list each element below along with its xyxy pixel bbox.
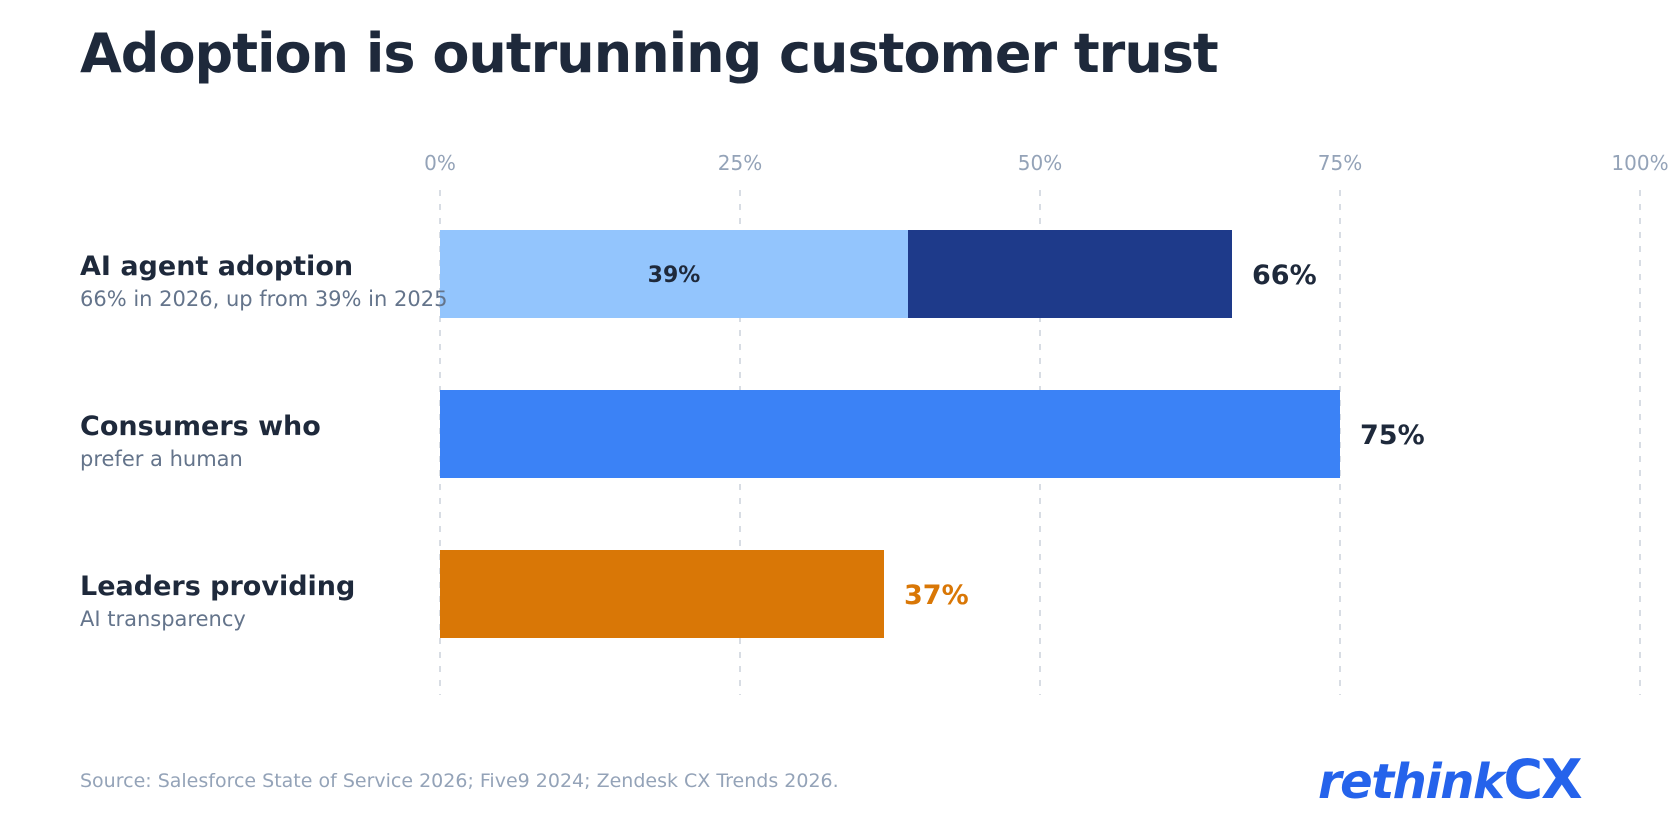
bar-value-label: 75%: [1360, 420, 1425, 451]
bar-segment: [440, 230, 908, 318]
bar-segment: [440, 550, 884, 638]
row-title: AI agent adoption: [80, 251, 354, 282]
row-label-leaders: Leaders providing AI transparency: [80, 570, 355, 634]
row-subtitle: prefer a human: [80, 447, 243, 471]
x-tick-label: 50%: [1018, 151, 1062, 175]
row-subtitle: AI transparency: [80, 607, 246, 631]
bar-segment: [908, 230, 1232, 318]
bar-value-label: 37%: [904, 580, 969, 611]
x-tick-label: 25%: [718, 151, 762, 175]
chart-title: Adoption is outrunning customer trust: [80, 22, 1219, 85]
x-tick-label: 100%: [1611, 151, 1668, 175]
row-title: Leaders providing: [80, 571, 356, 602]
bar-segment: [440, 390, 1340, 478]
x-tick-label: 75%: [1318, 151, 1362, 175]
x-tick-label: 0%: [424, 151, 456, 175]
segment-data-label: 39%: [648, 263, 701, 288]
row-label-consumers: Consumers who prefer a human: [80, 410, 321, 474]
logo-text: rethink: [1318, 754, 1505, 810]
brand-logo: rethinkCX: [1318, 748, 1583, 811]
source-note: Source: Salesforce State of Service 2026…: [80, 770, 839, 792]
row-label-adoption: AI agent adoption 66% in 2026, up from 3…: [80, 250, 447, 314]
row-subtitle: 66% in 2026, up from 39% in 2025: [80, 287, 448, 311]
bar-value-label: 66%: [1252, 260, 1317, 291]
row-title: Consumers who: [80, 411, 321, 442]
logo-accent: CX: [1503, 748, 1582, 811]
